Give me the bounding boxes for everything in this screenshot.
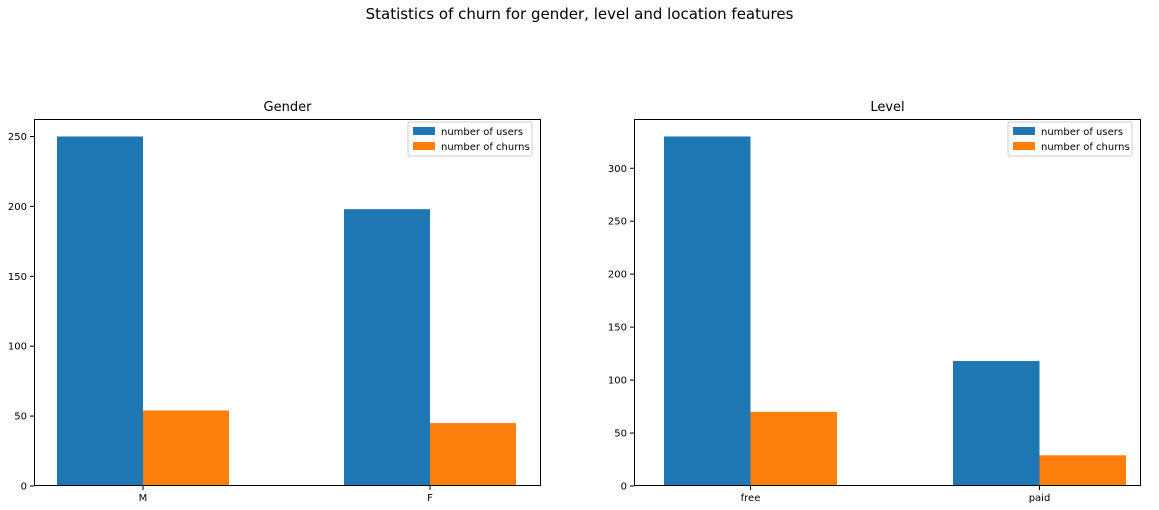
x-tick-label: free	[741, 493, 761, 504]
legend-box	[1007, 121, 1133, 157]
y-tick-label: 150	[8, 272, 27, 283]
legend-box	[407, 121, 533, 157]
legend-swatch	[413, 142, 435, 150]
legend: number of users number of churns	[1007, 121, 1133, 157]
bar-users-paid	[953, 361, 1040, 486]
legend-label: number of churns	[1041, 142, 1130, 153]
bar-churns-M	[143, 410, 229, 486]
y-tick-label: 50	[614, 429, 627, 440]
legend-swatch	[413, 127, 435, 135]
chart-panel-2: Level free paid 0 50 100 150 200 250 300 number of…	[608, 100, 1141, 504]
y-tick-label: 250	[8, 132, 27, 143]
y-tick-label: 100	[608, 376, 627, 387]
legend-label: number of churns	[441, 142, 530, 153]
y-tick-label: 100	[8, 342, 27, 353]
legend-label: number of users	[1041, 127, 1123, 138]
chart-title: Level	[870, 100, 904, 115]
y-tick-label: 200	[8, 202, 27, 213]
axes-frame	[34, 119, 541, 486]
y-tick-label: 0	[21, 482, 27, 493]
legend-label: number of users	[441, 127, 523, 138]
chart-title: Gender	[264, 100, 313, 115]
x-tick-label: paid	[1029, 493, 1051, 504]
x-tick-label: F	[427, 493, 433, 504]
bar-users-free	[664, 136, 751, 486]
bar-churns-paid	[1039, 455, 1126, 486]
legend-swatch	[1013, 142, 1035, 150]
y-tick-label: 50	[14, 412, 27, 423]
bar-churns-F	[430, 423, 516, 486]
figure-title: Statistics of churn for gender, level an…	[365, 5, 794, 23]
y-tick-label: 250	[608, 217, 627, 228]
bar-users-F	[344, 209, 430, 487]
axes-frame	[634, 119, 1141, 486]
bar-users-M	[57, 136, 143, 486]
y-tick-label: 200	[608, 270, 627, 281]
bar-churns-free	[750, 411, 837, 486]
legend: number of users number of churns	[407, 121, 533, 157]
y-tick-label: 150	[608, 323, 627, 334]
y-tick-label: 300	[608, 164, 627, 175]
x-tick-label: M	[139, 493, 148, 504]
y-tick-label: 0	[621, 482, 627, 493]
legend-swatch	[1013, 127, 1035, 135]
